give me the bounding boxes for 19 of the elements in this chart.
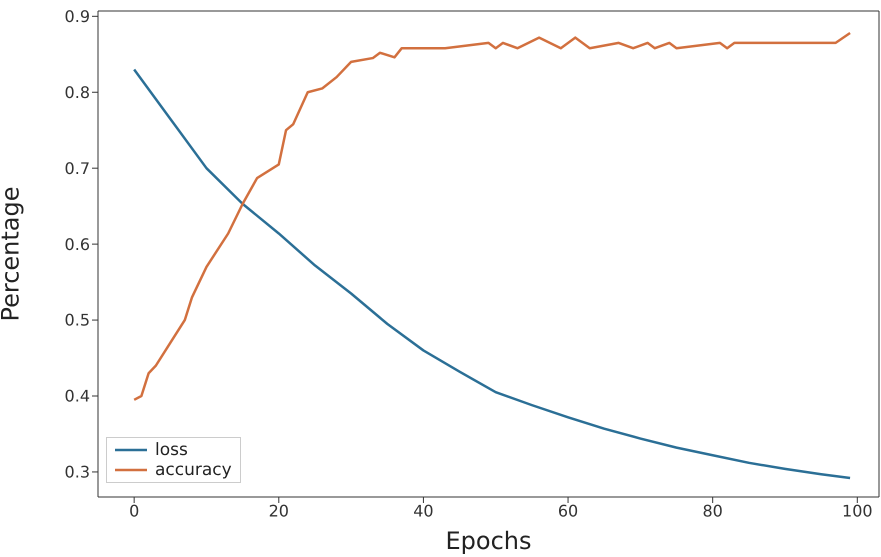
legend-label: loss — [155, 440, 188, 460]
legend-label: accuracy — [155, 460, 232, 480]
y-axis-title: Percentage — [0, 186, 25, 322]
x-tick-label: 80 — [702, 501, 723, 520]
y-tick-label: 0.7 — [64, 158, 90, 178]
y-tick-label: 0.9 — [64, 6, 90, 26]
y-tick-label: 0.5 — [64, 310, 90, 330]
x-tick-label: 20 — [268, 501, 289, 520]
y-tick-label: 0.4 — [64, 386, 90, 406]
line-series — [132, 32, 852, 402]
y-tick-label: 0.6 — [64, 234, 90, 254]
x-tick-label: 0 — [129, 501, 140, 520]
x-tick-label: 60 — [558, 501, 578, 520]
y-tick-label: 0.3 — [64, 462, 90, 482]
x-tick-label: 100 — [842, 501, 873, 520]
x-axis-title: Epochs — [446, 527, 532, 555]
line-series — [132, 68, 852, 480]
y-tick-label: 0.8 — [64, 82, 90, 102]
x-tick-label: 40 — [413, 501, 434, 520]
